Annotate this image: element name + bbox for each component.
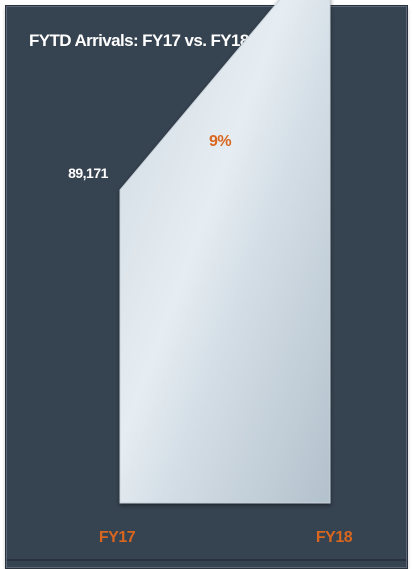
category-label-fy18: FY18 — [316, 529, 353, 546]
category-label-fy17: FY17 — [99, 529, 136, 546]
data-label-fy17: 89,171 — [68, 165, 109, 181]
area-series — [119, 0, 331, 504]
change-label: 9% — [209, 133, 231, 150]
chart-title: FYTD Arrivals: FY17 vs. FY18 — [29, 31, 249, 50]
bottom-divider — [7, 559, 406, 561]
